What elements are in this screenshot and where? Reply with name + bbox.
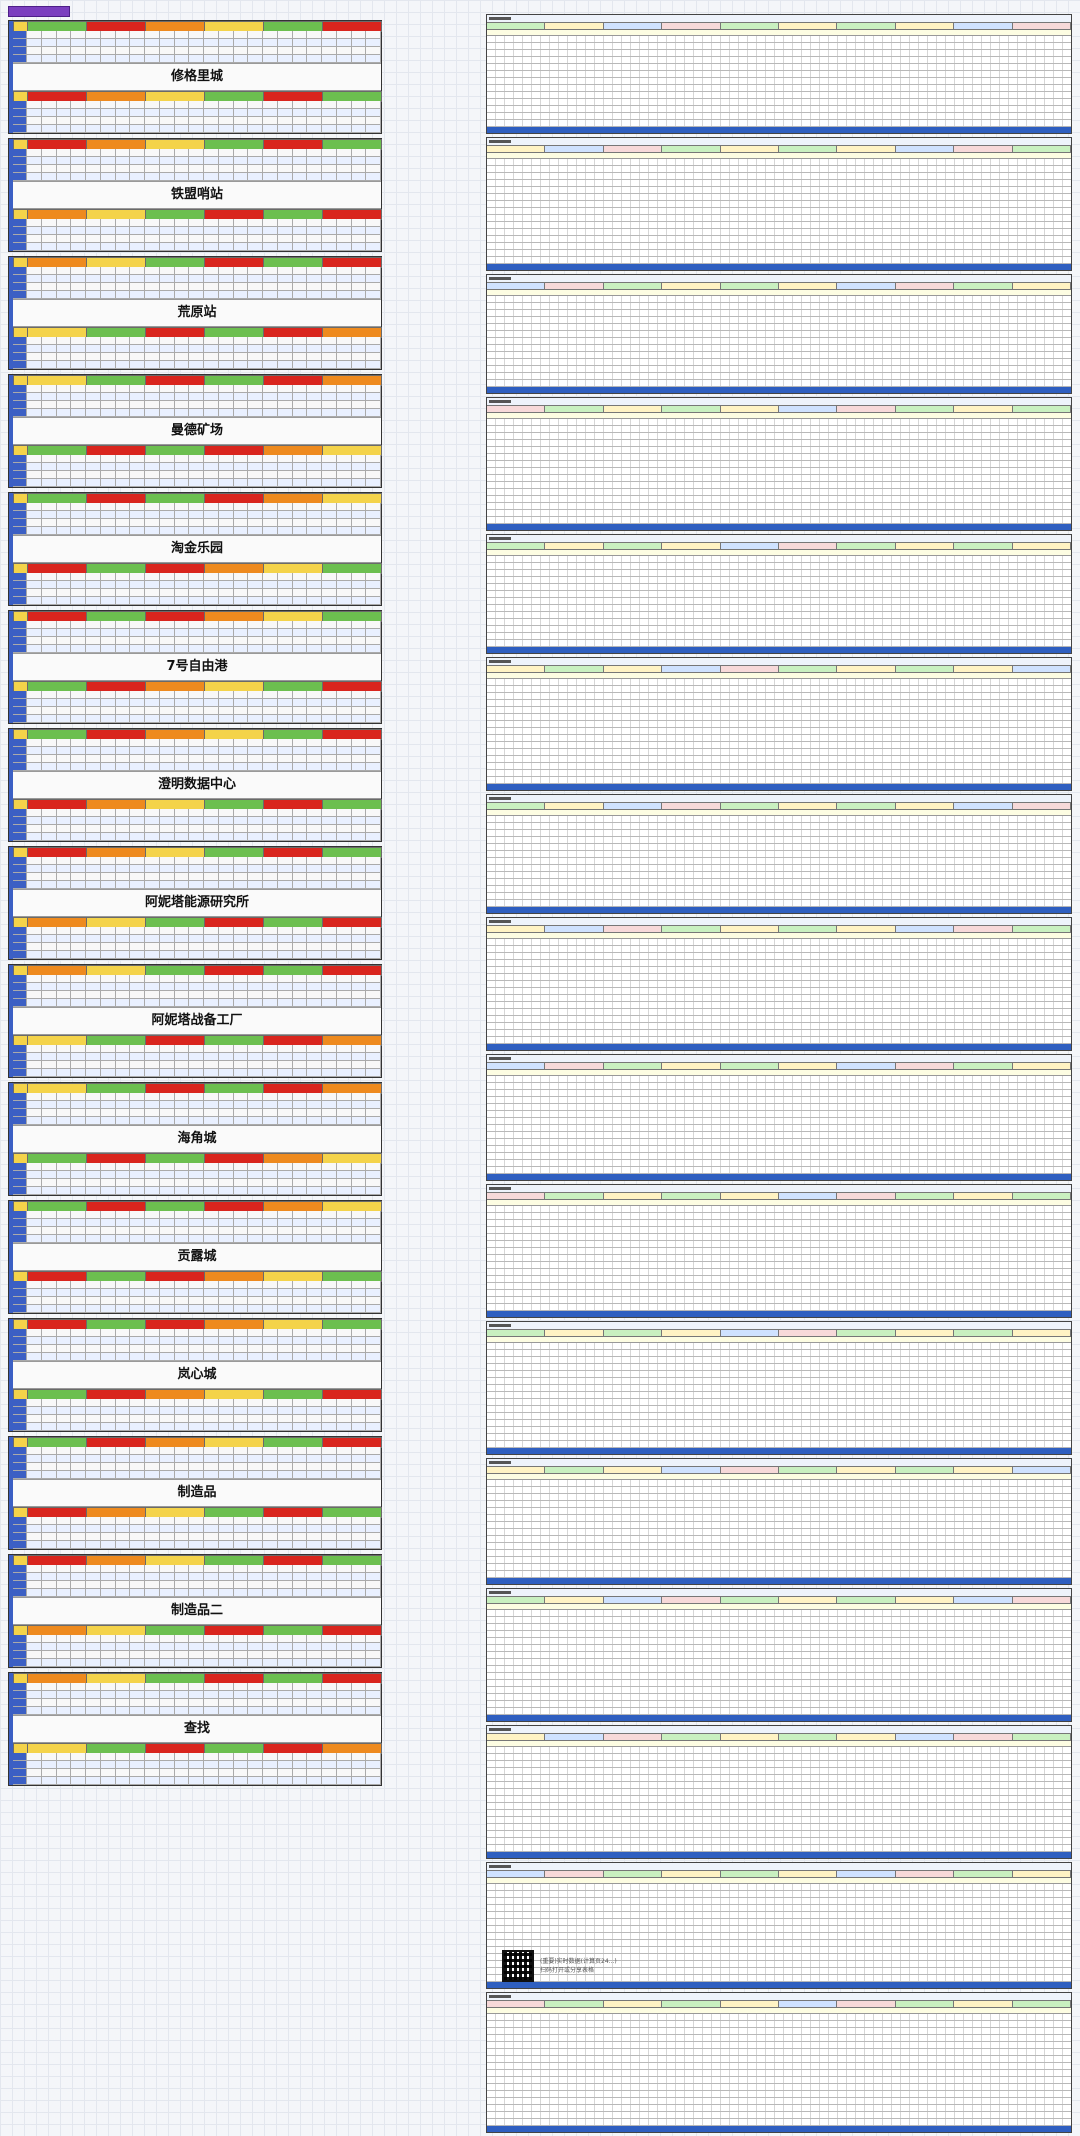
city-block: 制造品 [8, 1436, 382, 1550]
city-block: 海角城 [8, 1082, 382, 1196]
price-table-column [486, 14, 1072, 2136]
price-table [486, 14, 1072, 134]
city-title[interactable]: 修格里城 [13, 63, 381, 91]
top-badge-button[interactable] [8, 6, 70, 17]
city-block: 修格里城 [8, 20, 382, 134]
city-block: 7号自由港 [8, 610, 382, 724]
price-table [486, 1992, 1072, 2133]
city-block: 淘金乐园 [8, 492, 382, 606]
city-title[interactable]: 查找 [13, 1715, 381, 1743]
city-title[interactable]: 阿妮塔能源研究所 [13, 889, 381, 917]
city-block: 制造品二 [8, 1554, 382, 1668]
city-title[interactable]: 贡露城 [13, 1243, 381, 1271]
price-table [486, 274, 1072, 394]
price-table [486, 1321, 1072, 1455]
city-title[interactable]: 淘金乐园 [13, 535, 381, 563]
city-title[interactable]: 海角城 [13, 1125, 381, 1153]
city-block: 阿妮塔能源研究所 [8, 846, 382, 960]
price-table [486, 534, 1072, 654]
city-title[interactable]: 荒原站 [13, 299, 381, 327]
price-table [486, 1054, 1072, 1181]
city-block: 澄明数据中心 [8, 728, 382, 842]
city-title[interactable]: 制造品 [13, 1479, 381, 1507]
footer-text: (重要)实时数据(计算页24...) 扫码打开或分享表格 [540, 1957, 617, 1975]
price-table [486, 1588, 1072, 1722]
price-table [486, 1862, 1072, 1989]
city-block: 曼德矿场 [8, 374, 382, 488]
city-block: 阿妮塔战备工厂 [8, 964, 382, 1078]
city-block: 贡露城 [8, 1200, 382, 1314]
footer-line-1[interactable]: (重要)实时数据(计算页24...) [540, 1958, 617, 1965]
price-table [486, 1725, 1072, 1859]
footer: (重要)实时数据(计算页24...) 扫码打开或分享表格 [502, 1950, 617, 1982]
price-table [486, 1184, 1072, 1318]
price-table [486, 397, 1072, 531]
city-block: 岚心城 [8, 1318, 382, 1432]
city-block: 铁盟哨站 [8, 138, 382, 252]
city-block: 查找 [8, 1672, 382, 1786]
city-title[interactable]: 澄明数据中心 [13, 771, 381, 799]
city-title[interactable]: 阿妮塔战备工厂 [13, 1007, 381, 1035]
price-table [486, 657, 1072, 791]
city-title[interactable]: 岚心城 [13, 1361, 381, 1389]
price-table [486, 794, 1072, 914]
city-price-column: 修格里城铁盟哨站荒原站曼德矿场淘金乐园 7号自由港澄明数据中心 阿妮塔能源研究所 阿妮… [8, 20, 382, 1790]
footer-line-2: 扫码打开或分享表格 [540, 1967, 595, 1974]
price-table [486, 1458, 1072, 1585]
qr-code-icon[interactable] [502, 1950, 534, 1982]
price-table [486, 917, 1072, 1051]
city-title[interactable]: 7号自由港 [13, 653, 381, 681]
price-table [486, 137, 1072, 271]
city-title[interactable]: 制造品二 [13, 1597, 381, 1625]
city-title[interactable]: 曼德矿场 [13, 417, 381, 445]
city-block: 荒原站 [8, 256, 382, 370]
city-title[interactable]: 铁盟哨站 [13, 181, 381, 209]
